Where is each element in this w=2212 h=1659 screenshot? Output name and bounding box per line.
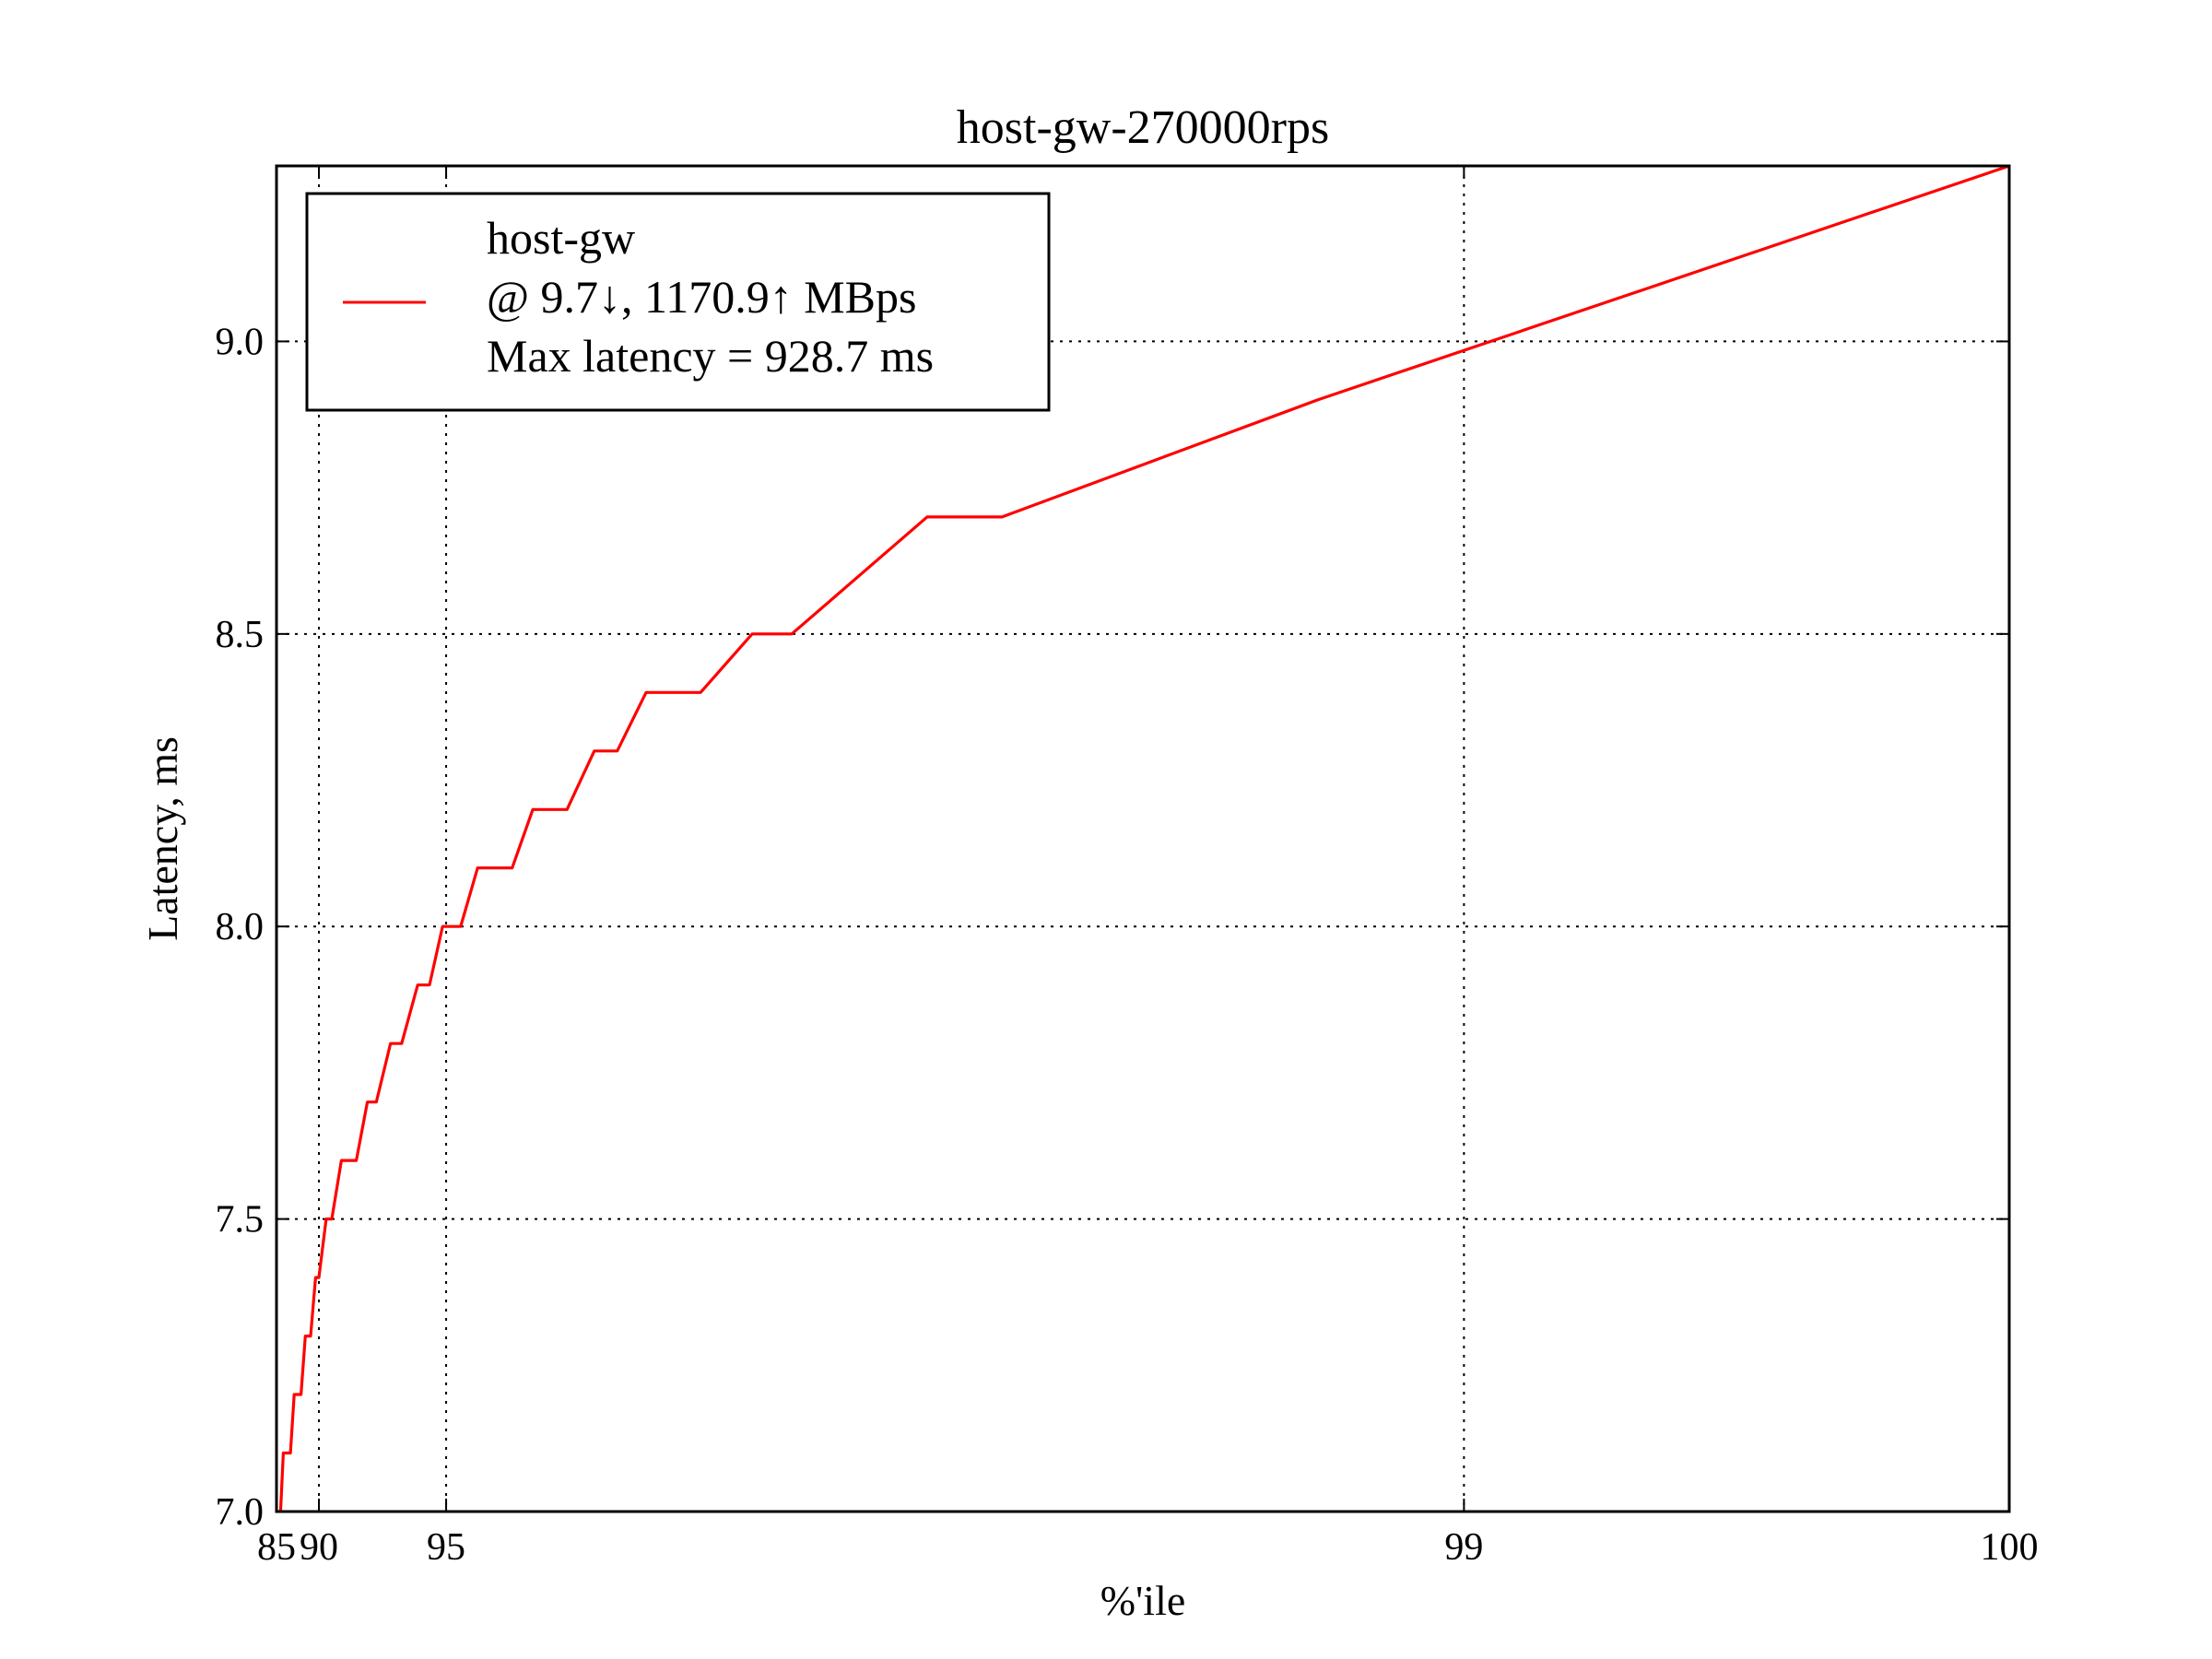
y-axis-label: Latency, ms bbox=[139, 736, 186, 941]
x-tick-label: 85 bbox=[257, 1526, 296, 1569]
legend: host-gw @ 9.7↓, 1170.9↑ MBps Max latency… bbox=[305, 192, 1051, 412]
series-line-host-gw bbox=[278, 166, 2009, 1512]
legend-box bbox=[305, 192, 1051, 412]
plot-frame bbox=[275, 164, 2011, 1513]
y-tick-label: 9.0 bbox=[216, 321, 265, 363]
legend-entry-throughput: @ 9.7↓, 1170.9↑ MBps bbox=[487, 271, 916, 323]
x-tick-label: 99 bbox=[1444, 1526, 1483, 1569]
chart-title: host-gw-270000rps bbox=[957, 101, 1329, 154]
gridlines bbox=[276, 166, 2009, 1512]
y-tick-label: 7.0 bbox=[216, 1491, 265, 1534]
x-tick-label: 95 bbox=[427, 1526, 465, 1569]
y-tick-label: 8.5 bbox=[216, 614, 265, 656]
legend-entry-max-latency: Max latency = 928.7 ms bbox=[487, 330, 934, 382]
y-tick-label: 8.0 bbox=[216, 906, 265, 948]
x-tick-label: 90 bbox=[300, 1526, 338, 1569]
x-axis-label: %'ile bbox=[1100, 1577, 1186, 1624]
series-layer bbox=[278, 166, 2009, 1512]
legend-entry-name: host-gw bbox=[487, 212, 635, 264]
axis-ticks: 7.0 7.5 8.0 8.5 9.0 85 90 95 99 100 bbox=[216, 166, 2039, 1569]
y-tick-label: 7.5 bbox=[216, 1199, 265, 1241]
x-tick-label: 100 bbox=[1981, 1526, 2039, 1569]
